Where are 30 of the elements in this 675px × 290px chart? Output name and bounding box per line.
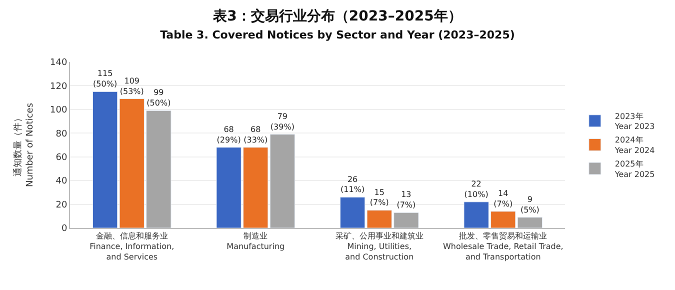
- y-tick-label: 40: [56, 176, 68, 187]
- chart-title: 表3：交易行业分布（2023–2025年）: [212, 7, 462, 24]
- y-tick-label: 0: [61, 224, 68, 234]
- data-label: 14 (7%): [494, 189, 513, 208]
- x-tick-label: 批发、零售贸易和运输业 Wholesale Trade, Retail Trade, and Transportation: [442, 232, 564, 262]
- y-tick-label: 140: [50, 58, 68, 68]
- y-tick-label: 20: [56, 200, 68, 210]
- x-tick-label: 采矿、公用事业和建筑业 Mining, Utilities, and Construction: [335, 232, 424, 262]
- y-tick-label: 120: [50, 82, 68, 92]
- y-axis-title: 通知数量（件） Number of Notices: [12, 102, 36, 187]
- data-label: 99 (50%): [146, 88, 171, 108]
- y-tick-label: 60: [56, 153, 68, 164]
- y-tick-label: 100: [50, 106, 68, 116]
- legend-label: 2025年 Year 2025: [614, 159, 655, 179]
- data-label: 22 (10%): [464, 180, 488, 199]
- data-label: 15 (7%): [370, 188, 389, 208]
- chart-subtitle: Table 3. Covered Notices by Sector and Year (2023–2025): [160, 28, 515, 42]
- data-label: 115 (50%): [93, 69, 118, 89]
- data-label: 79 (39%): [270, 112, 294, 132]
- data-label: 26 (11%): [340, 174, 365, 194]
- legend-label: 2023年 Year 2023: [614, 112, 655, 132]
- x-tick-label: 金融、信息和服务业 Finance, Information, and Services: [90, 232, 174, 262]
- data-label: 68 (33%): [244, 124, 268, 144]
- data-label: 9 (5%): [520, 194, 540, 214]
- data-label: 13 (7%): [396, 190, 416, 210]
- x-tick-label: 制造业 Manufacturing: [226, 232, 285, 251]
- y-tick-label: 80: [56, 129, 68, 140]
- legend-label: 2024年 Year 2024: [614, 136, 655, 156]
- data-label: 109 (53%): [120, 76, 144, 96]
- data-label: 68 (29%): [216, 124, 241, 144]
